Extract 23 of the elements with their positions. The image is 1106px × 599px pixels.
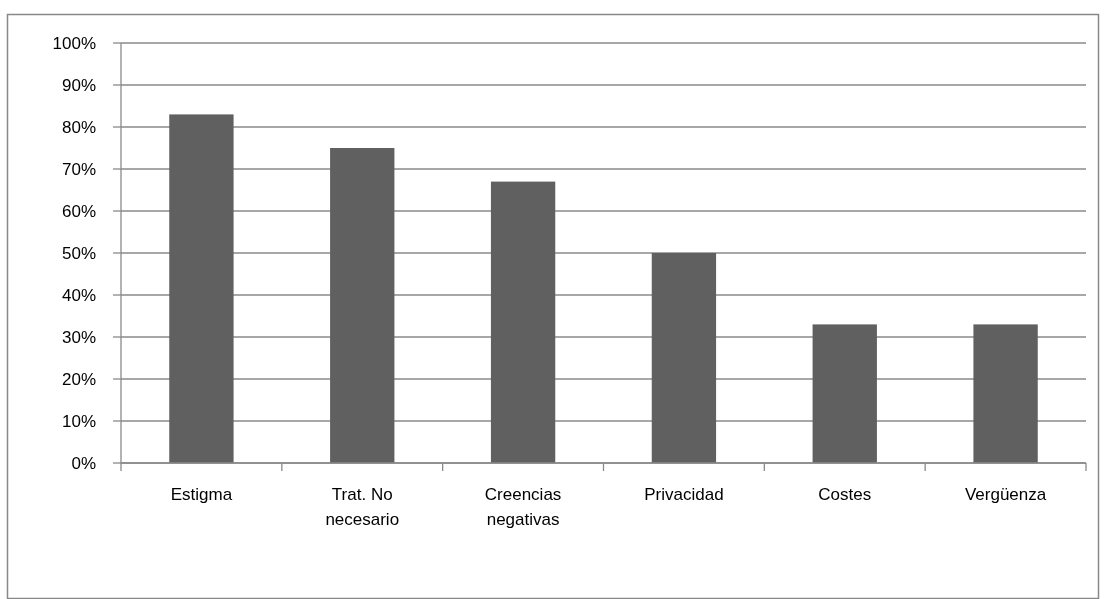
- y-tick-label: 100%: [52, 33, 96, 53]
- bar: [812, 324, 877, 463]
- x-tick-label: Creencias negativas: [484, 485, 562, 529]
- x-tick-label: Estigma: [170, 485, 233, 504]
- bar: [169, 114, 234, 463]
- y-tick-label: 40%: [61, 285, 96, 305]
- y-tick-label: 80%: [61, 117, 96, 137]
- bar: [973, 324, 1038, 463]
- x-tick-label: Privacidad: [644, 485, 724, 504]
- x-tick-label: Trat. No necesario: [325, 485, 400, 529]
- x-tick-label: Costes: [818, 485, 872, 504]
- y-tick-label: 90%: [61, 75, 96, 95]
- y-tick-label: 70%: [61, 159, 96, 179]
- y-tick-label: 30%: [61, 327, 96, 347]
- y-tick-label: 50%: [61, 243, 96, 263]
- y-tick-label: 60%: [61, 201, 96, 221]
- y-tick-label: 0%: [71, 453, 96, 473]
- y-tick-label: 10%: [61, 411, 96, 431]
- bar: [490, 181, 556, 463]
- y-tick-label: 20%: [61, 369, 96, 389]
- bar: [651, 253, 717, 463]
- bar: [330, 148, 395, 463]
- x-tick-label: Vergüenza: [964, 485, 1047, 504]
